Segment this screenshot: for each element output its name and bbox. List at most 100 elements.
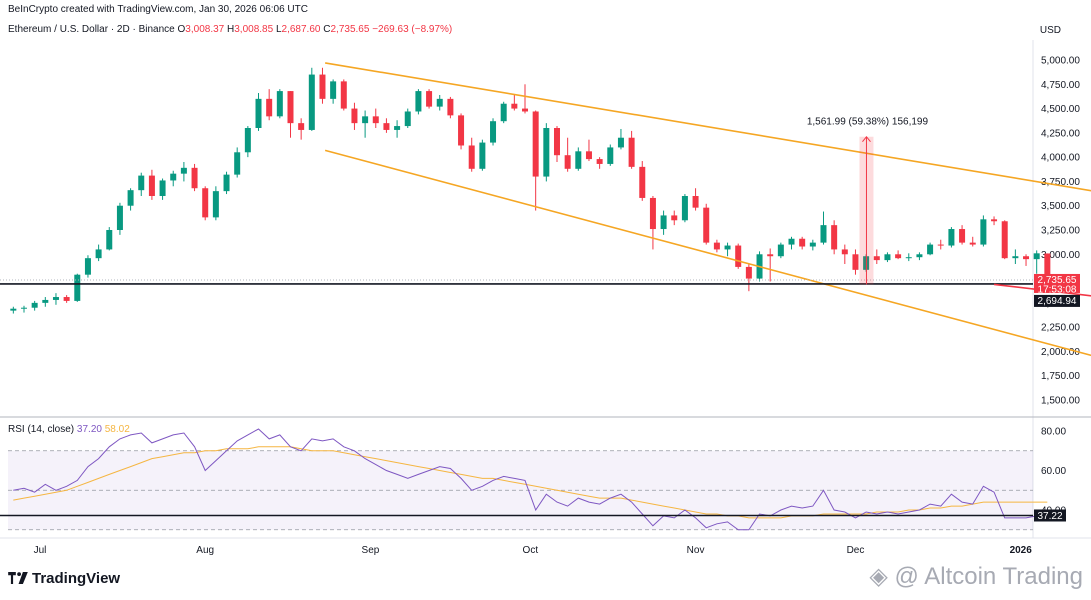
- candle-body: [522, 108, 529, 112]
- candle-body: [372, 116, 379, 124]
- candle-body: [564, 155, 571, 169]
- candle-body: [298, 123, 305, 130]
- candle-body: [383, 123, 390, 130]
- candlestick-series: [10, 67, 1051, 314]
- candle-body: [575, 151, 582, 169]
- candle-body: [63, 297, 70, 301]
- time-tick-label: Jul: [34, 545, 47, 556]
- candle-body: [394, 126, 401, 130]
- time-tick-label: Oct: [523, 545, 539, 556]
- price-tick-label: 2,250.00: [1041, 323, 1080, 334]
- candle-body: [202, 188, 209, 218]
- candle-body: [724, 245, 731, 250]
- candle-body: [106, 230, 113, 250]
- rsi-line: [13, 428, 1048, 531]
- candle-body: [735, 245, 742, 267]
- time-axis[interactable]: JulAugSepOctNovDec2026FebMar: [34, 545, 1091, 556]
- candle-body: [745, 266, 752, 279]
- candle-body: [490, 121, 497, 143]
- candle-body: [681, 196, 688, 221]
- rsi-title[interactable]: RSI (14, close): [8, 424, 75, 435]
- candle-body: [1001, 221, 1008, 259]
- candle-body: [308, 74, 315, 130]
- candle-body: [991, 219, 998, 222]
- price-tick-label: 4,250.00: [1041, 128, 1080, 139]
- candle-body: [479, 142, 486, 169]
- candle-body: [191, 167, 198, 189]
- watermark-icon: ◈ @: [869, 563, 919, 590]
- candle-body: [447, 98, 454, 116]
- candle-body: [20, 307, 27, 309]
- candle-body: [788, 238, 795, 245]
- tradingview-logo[interactable]: TradingView: [8, 570, 120, 587]
- support-price-badge-bg: [1034, 294, 1080, 307]
- candle-body: [170, 173, 177, 181]
- price-tick-label: 5,000.00: [1041, 56, 1080, 67]
- rsi-legend: RSI (14, close) 37.20 58.02: [8, 424, 130, 435]
- candle-body: [330, 81, 337, 99]
- candle-body: [809, 242, 816, 247]
- close-value: 2,735.65: [330, 24, 370, 35]
- candle-body: [649, 197, 656, 230]
- candle-body: [713, 242, 720, 250]
- candle-body: [671, 215, 678, 221]
- open-value: 3,008.37: [185, 24, 225, 35]
- candle-body: [223, 174, 230, 192]
- candle-body: [980, 219, 987, 245]
- candle-body: [404, 111, 411, 127]
- candle-body: [31, 302, 38, 308]
- rsi-panel: [0, 428, 1048, 531]
- rsi-ma-line: [13, 446, 1048, 519]
- rsi-current-badge-text: 37.22: [1037, 511, 1062, 522]
- candle-body: [852, 254, 859, 270]
- rsi-value: 37.20: [76, 424, 102, 435]
- price-tick-label: 1,750.00: [1041, 371, 1080, 382]
- candle-body: [426, 91, 433, 107]
- candle-body: [266, 98, 273, 117]
- symbol-legend: Ethereum / U.S. Dollar · 2D · Binance O3…: [8, 24, 452, 35]
- candle-body: [873, 256, 880, 261]
- high-label: H: [227, 24, 235, 35]
- chart-credit: BeInCrypto created with TradingView.com,…: [8, 4, 308, 15]
- rsi-tick-label: 60.00: [1041, 466, 1066, 477]
- support-price-badge-text: 2,694.94: [1038, 296, 1077, 307]
- symbol-name[interactable]: Ethereum / U.S. Dollar · 2D · Binance: [8, 24, 175, 35]
- candle-body: [596, 159, 603, 164]
- rsi-ma-value: 58.02: [104, 424, 130, 435]
- candle-body: [841, 249, 848, 255]
- candle-body: [351, 108, 358, 124]
- candle-body: [95, 249, 102, 259]
- candle-body: [1012, 256, 1019, 259]
- candle-body: [617, 137, 624, 148]
- price-tick-label: 3,000.00: [1041, 250, 1080, 261]
- price-range-measure: 1,561.99 (59.38%) 156,199: [807, 117, 929, 285]
- candle-body: [287, 91, 294, 124]
- candle-body: [458, 115, 465, 146]
- candle-body: [500, 103, 507, 122]
- candle-body: [532, 111, 539, 177]
- price-tick-label: 4,750.00: [1041, 80, 1080, 91]
- candle-body: [511, 103, 518, 109]
- candle-body: [42, 299, 49, 303]
- candle-body: [1033, 253, 1040, 260]
- tradingview-logo-text: TradingView: [32, 570, 121, 587]
- candle-body: [362, 116, 369, 124]
- projection-arrow-line: [993, 283, 1091, 297]
- price-tick-label: 4,000.00: [1041, 153, 1080, 164]
- currency-label[interactable]: USD: [1039, 25, 1061, 36]
- price-axis[interactable]: 1,500.001,750.002,000.002,250.002,500.00…: [1041, 56, 1080, 407]
- channel-lower-line: [324, 149, 1091, 357]
- candle-body: [777, 244, 784, 257]
- candle-body: [553, 128, 560, 156]
- candle-body: [319, 74, 326, 99]
- candle-body: [138, 175, 145, 191]
- candle-body: [948, 229, 955, 246]
- high-value: 3,008.85: [234, 24, 274, 35]
- candle-body: [244, 128, 251, 153]
- watermark: ◈ @ Altcoin Trading: [869, 562, 1083, 591]
- change-value: −269.63 (−8.97%): [372, 24, 453, 35]
- candle-body: [585, 151, 592, 160]
